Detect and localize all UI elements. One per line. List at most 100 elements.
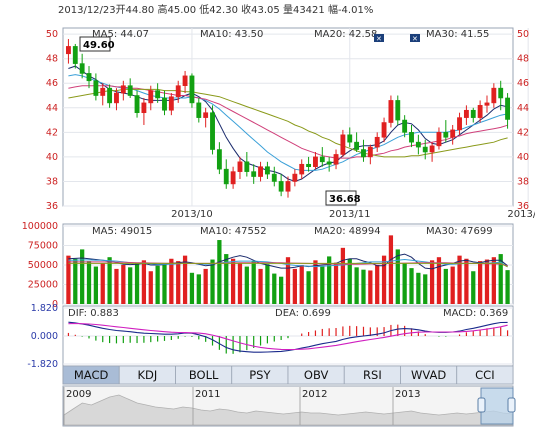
event-marker-icon[interactable] xyxy=(374,34,384,42)
volume-bar xyxy=(429,260,435,304)
tab-label[interactable]: PSY xyxy=(249,368,271,382)
tab-psy[interactable]: PSY xyxy=(231,365,289,385)
candle xyxy=(477,100,483,123)
volume-bar xyxy=(169,258,174,304)
volume-axis-ticks: 0 25000 50000 75000 100000 xyxy=(22,221,58,310)
candle xyxy=(278,174,284,197)
volume-bar xyxy=(176,261,181,304)
volume-bar xyxy=(258,268,263,304)
volume-bar xyxy=(114,268,119,304)
candle-body xyxy=(175,85,181,98)
price-tick-right: 38 xyxy=(517,176,529,187)
vol-ma20-legend-label: MA20: xyxy=(314,226,346,237)
tab-kdj[interactable]: KDJ xyxy=(118,365,176,385)
header-change: -4.01% xyxy=(338,5,373,16)
candle-body xyxy=(141,102,147,114)
price-date-label: 2013/12 xyxy=(507,209,535,220)
price-tick-left: 36 xyxy=(46,201,58,212)
tab-label[interactable]: WVAD xyxy=(411,368,446,382)
candle xyxy=(484,95,490,113)
tab-label[interactable]: KDJ xyxy=(137,368,157,382)
tab-cci[interactable]: CCI xyxy=(456,365,514,385)
volume-bar xyxy=(196,274,201,304)
candle-body xyxy=(347,134,353,143)
vol-ma20-legend: MA20: 48994 xyxy=(314,226,381,237)
tab-label[interactable]: RSI xyxy=(363,368,382,382)
price-panel-frame xyxy=(62,27,514,207)
timeline-year-label: 2011 xyxy=(195,389,220,400)
price-date-label: 2013/10 xyxy=(171,209,213,220)
dif-legend: DIF: 0.883 xyxy=(68,308,119,319)
volume-bar xyxy=(299,265,304,304)
volume-tick: 50000 xyxy=(28,260,58,271)
ma10-legend: MA10: 43.50 xyxy=(200,29,263,40)
vol-ma30-legend-value: 47699 xyxy=(461,226,493,237)
volume-bar xyxy=(320,266,325,304)
volume-bar xyxy=(313,260,318,304)
candle-body xyxy=(484,102,490,106)
volume-bar xyxy=(484,259,490,304)
timeline-range-selector[interactable] xyxy=(477,387,516,425)
volume-bars xyxy=(66,235,510,304)
vol-ma10-legend-label: MA10: xyxy=(200,226,232,237)
candle xyxy=(429,142,435,162)
candle xyxy=(155,83,161,103)
candle xyxy=(127,78,133,98)
candle xyxy=(182,70,188,94)
tab-obv[interactable]: OBV xyxy=(287,365,345,385)
tab-rsi[interactable]: RSI xyxy=(343,365,401,385)
candle-body xyxy=(86,73,92,82)
tab-label[interactable]: CCI xyxy=(475,368,494,382)
candle-body xyxy=(251,171,257,177)
timeline-year-labels: 2009 2011 2012 2013 xyxy=(63,387,420,425)
price-date-labels: 2013/10 2013/11 2013/12 xyxy=(171,209,535,220)
vol-ma10-legend-value: 47552 xyxy=(235,226,267,237)
tab-boll[interactable]: BOLL xyxy=(175,365,233,385)
candle-body xyxy=(114,92,119,104)
event-marker-icon[interactable] xyxy=(410,34,420,42)
volume-bar xyxy=(128,267,133,304)
header-change-label: 幅 xyxy=(328,3,338,16)
timeline-price-area xyxy=(63,394,513,426)
macd-dea-line xyxy=(68,322,508,351)
tab-label[interactable]: OBV xyxy=(304,368,329,382)
tab-background[interactable] xyxy=(456,365,514,385)
tab-label[interactable]: MACD xyxy=(74,368,109,382)
candle-body xyxy=(79,63,85,74)
volume-bar xyxy=(402,263,407,304)
price-date-label: 2013/11 xyxy=(329,209,371,220)
candle-body xyxy=(422,146,428,153)
volume-bar xyxy=(66,255,71,304)
candle-body xyxy=(278,181,284,192)
candle-body xyxy=(388,100,394,123)
candle-body xyxy=(127,85,133,96)
event-marker-icons[interactable]: ✕ ✕ xyxy=(374,34,420,43)
tab-label[interactable]: BOLL xyxy=(189,368,219,382)
candle xyxy=(168,93,174,116)
candle xyxy=(196,97,202,123)
candle-body xyxy=(367,146,373,158)
candle xyxy=(415,134,421,155)
volume-bar xyxy=(251,261,256,304)
candle xyxy=(498,80,504,111)
candle xyxy=(258,161,263,182)
range-right-handle[interactable] xyxy=(507,397,516,413)
tab-wvad[interactable]: WVAD xyxy=(400,365,458,385)
candle xyxy=(381,117,387,143)
candle-body xyxy=(381,122,387,138)
volume-bar xyxy=(189,272,195,304)
price-tick-left: 38 xyxy=(46,176,58,187)
candle-body xyxy=(415,141,421,148)
high-callout: 49.60 xyxy=(79,36,115,52)
candle-body xyxy=(498,87,504,99)
volume-bar xyxy=(210,259,215,304)
candle xyxy=(230,166,236,189)
volume-bar xyxy=(93,266,99,304)
candle-body xyxy=(505,97,510,120)
candle-body xyxy=(402,119,408,133)
tab-macd[interactable]: MACD xyxy=(62,365,120,385)
range-left-handle[interactable] xyxy=(477,397,486,413)
event-marker-glyph: ✕ xyxy=(376,35,382,43)
candle xyxy=(285,176,291,198)
volume-bar xyxy=(347,258,352,304)
